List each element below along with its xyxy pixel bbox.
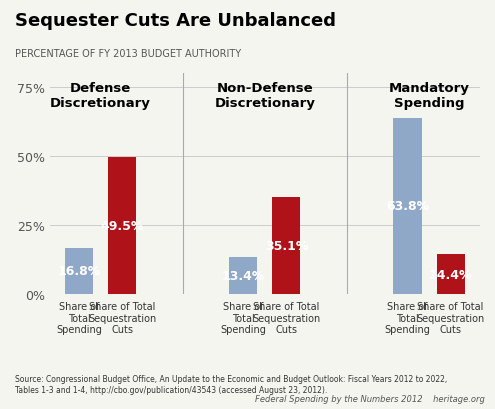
Bar [108,158,136,294]
Text: Defense
Discretionary: Defense Discretionary [50,82,151,110]
Text: 14.4%: 14.4% [429,268,472,281]
Text: Source: Congressional Budget Office, An Update to the Economic and Budget Outloo: Source: Congressional Budget Office, An … [15,374,447,393]
Text: Sequester Cuts Are Unbalanced: Sequester Cuts Are Unbalanced [15,12,336,30]
Text: 35.1%: 35.1% [265,240,308,252]
Bar [394,118,422,294]
Bar [272,198,300,294]
Text: Mandatory
Spending: Mandatory Spending [389,82,470,110]
Bar [65,248,93,294]
Text: Non-Defense
Discretionary: Non-Defense Discretionary [214,82,315,110]
Text: 63.8%: 63.8% [386,200,429,213]
Text: Federal Spending by the Numbers 2012    heritage.org: Federal Spending by the Numbers 2012 her… [255,394,485,403]
Text: PERCENTAGE OF FY 2013 BUDGET AUTHORITY: PERCENTAGE OF FY 2013 BUDGET AUTHORITY [15,49,241,59]
Text: 13.4%: 13.4% [222,270,265,283]
Bar [437,255,465,294]
Text: 16.8%: 16.8% [57,265,100,278]
Bar [229,258,257,294]
Text: 49.5%: 49.5% [100,220,144,233]
